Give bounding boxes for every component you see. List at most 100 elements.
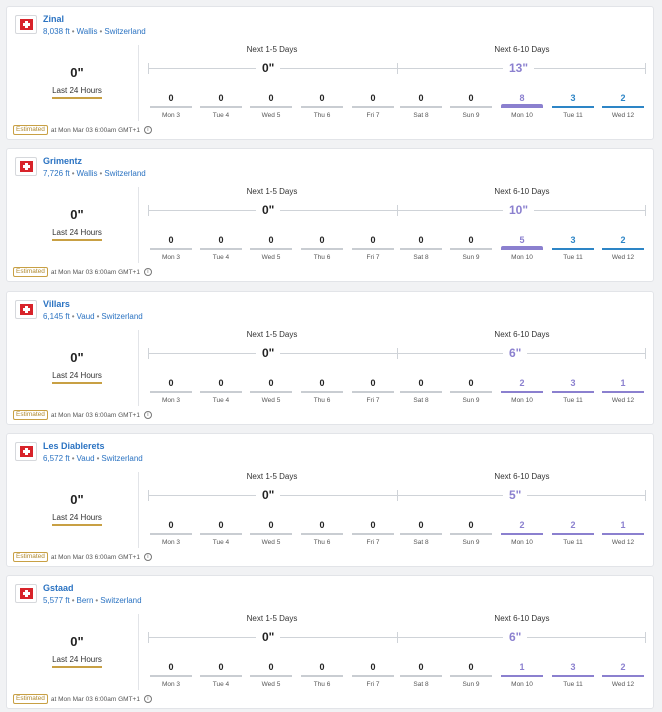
group-tick (645, 205, 646, 216)
resort-name-link[interactable]: Villars (43, 299, 70, 309)
day-label: Sun 9 (462, 397, 480, 404)
day-snow-bar (602, 533, 644, 535)
day-snow-bar (301, 675, 343, 677)
group-tick (148, 63, 149, 74)
last-24-value: 0" (70, 65, 84, 80)
resort-name-link[interactable]: Zinal (43, 14, 65, 24)
resort-meta: 5,577 ft • Bern • Switzerland (43, 596, 142, 605)
swiss-flag-icon (15, 442, 37, 461)
group-tick (397, 205, 398, 216)
region-link[interactable]: Vaud (76, 454, 95, 463)
day-snow-bar (352, 248, 394, 250)
day-snow-bar (552, 248, 594, 250)
estimated-badge: Estimated (13, 410, 48, 420)
info-icon[interactable]: i (143, 695, 152, 703)
day-label: Thu 6 (313, 397, 331, 404)
day-snow-value: 5 (519, 235, 525, 245)
day-label: Fri 7 (366, 397, 380, 404)
day-snow-value: 0 (370, 520, 376, 530)
day-label: Sun 9 (462, 254, 480, 261)
day-label: Mon 3 (161, 681, 181, 688)
day-snow-bar (301, 248, 343, 250)
day-snow-value: 0 (468, 520, 474, 530)
day-snow-value: 8 (519, 93, 525, 103)
day-label: Mon 10 (511, 112, 533, 119)
day-label: Thu 6 (313, 539, 331, 546)
region-link[interactable]: Vaud (76, 312, 95, 321)
day-snow-value: 0 (268, 520, 274, 530)
group-tick (148, 632, 149, 643)
day-label: Mon 3 (161, 539, 181, 546)
day-snow-value: 3 (570, 378, 576, 388)
day-snow-bar (250, 675, 292, 677)
day-label: Sat 8 (413, 397, 429, 404)
separator: • (95, 596, 99, 605)
group-tick (148, 348, 149, 359)
day-snow-value: 0 (168, 378, 174, 388)
country-link[interactable]: Switzerland (101, 312, 143, 321)
group-tick (397, 490, 398, 501)
group-tick (397, 632, 398, 643)
day-snow-bar (250, 391, 292, 393)
info-icon[interactable]: i (143, 268, 152, 276)
group-tick (645, 632, 646, 643)
info-icon[interactable]: i (143, 411, 152, 419)
day-snow-value: 0 (418, 235, 424, 245)
last-24-label: Last 24 Hours (52, 371, 102, 384)
day-label: Wed 5 (261, 112, 281, 119)
day-snow-bar (552, 106, 594, 108)
region-link[interactable]: Wallis (76, 27, 98, 36)
day-snow-bar (352, 675, 394, 677)
elevation: 5,577 ft (43, 596, 70, 605)
estimated-row: Estimated at Mon Mar 03 6:00am GMT+1 i (13, 552, 152, 562)
country-link[interactable]: Switzerland (104, 27, 146, 36)
resort-name-link[interactable]: Les Diablerets (43, 441, 105, 451)
region-link[interactable]: Bern (76, 596, 94, 605)
day-snow-bar (250, 248, 292, 250)
separator: • (96, 312, 100, 321)
country-link[interactable]: Switzerland (104, 169, 146, 178)
resort-meta: 7,726 ft • Wallis • Switzerland (43, 169, 146, 178)
day-label: Sun 9 (462, 539, 480, 546)
day-snow-bar (200, 248, 242, 250)
resort-card: Zinal 8,038 ft • Wallis • Switzerland 0" Last 2… (6, 6, 654, 140)
resort-card: Gstaad 5,577 ft • Bern • Switzerland 0" Last 24… (6, 575, 654, 709)
last-24-value: 0" (70, 350, 84, 365)
day-snow-value: 0 (168, 520, 174, 530)
resort-meta: 6,145 ft • Vaud • Switzerland (43, 312, 143, 321)
swiss-flag-icon (15, 157, 37, 176)
resort-name-link[interactable]: Grimentz (43, 156, 83, 166)
info-icon[interactable]: i (143, 553, 152, 561)
day-label: Fri 7 (366, 681, 380, 688)
country-link[interactable]: Switzerland (100, 596, 142, 605)
day-snow-bar (301, 533, 343, 535)
day-label: Wed 12 (611, 112, 635, 119)
day-label: Tue 4 (212, 397, 230, 404)
next-6-10-heading: Next 6-10 Days (494, 187, 550, 196)
divider (138, 614, 139, 690)
total-1-5: 0" (256, 61, 281, 75)
next-1-5-heading: Next 1-5 Days (246, 330, 298, 339)
total-6-10: 5" (503, 488, 528, 502)
estimated-badge: Estimated (13, 125, 48, 135)
day-label: Mon 3 (161, 254, 181, 261)
last-24-label: Last 24 Hours (52, 86, 102, 99)
day-snow-value: 0 (370, 93, 376, 103)
day-label: Thu 6 (313, 112, 331, 119)
next-6-10-heading: Next 6-10 Days (494, 472, 550, 481)
day-label: Sat 8 (413, 681, 429, 688)
country-link[interactable]: Switzerland (101, 454, 143, 463)
resort-name-link[interactable]: Gstaad (43, 583, 74, 593)
last-24-hours: 0" Last 24 Hours (37, 207, 117, 241)
day-label: Tue 4 (212, 254, 230, 261)
estimated-row: Estimated at Mon Mar 03 6:00am GMT+1 i (13, 267, 152, 277)
region-link[interactable]: Wallis (76, 169, 98, 178)
day-snow-value: 0 (168, 662, 174, 672)
next-1-5-heading: Next 1-5 Days (246, 187, 298, 196)
info-icon[interactable]: i (143, 126, 152, 134)
day-snow-value: 0 (418, 378, 424, 388)
separator: • (96, 454, 100, 463)
day-label: Wed 5 (261, 254, 281, 261)
day-snow-value: 0 (418, 93, 424, 103)
day-snow-value: 2 (570, 520, 576, 530)
